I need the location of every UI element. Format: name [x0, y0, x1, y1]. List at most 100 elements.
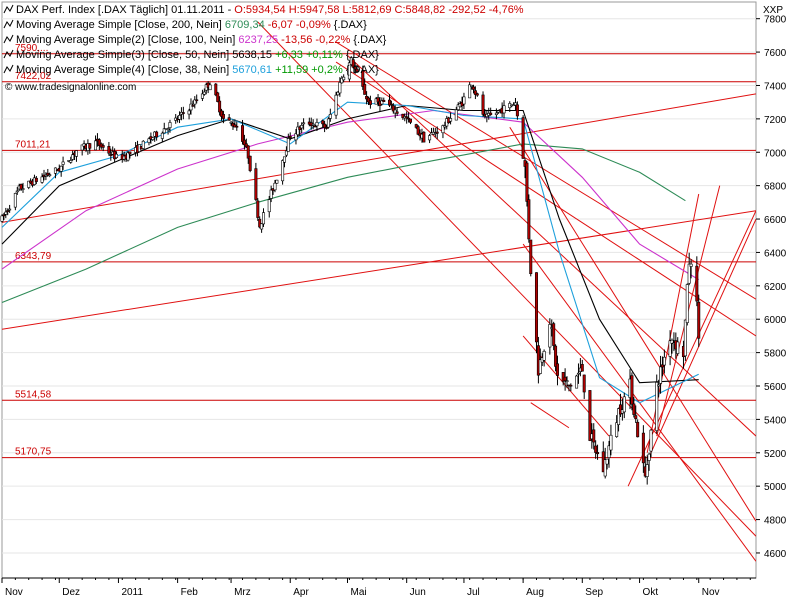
trendline	[347, 55, 756, 437]
candle-body	[214, 83, 218, 96]
candle-body	[470, 84, 474, 87]
candle-body	[48, 174, 52, 176]
ma-line	[1, 143, 686, 304]
candle-body	[689, 263, 693, 267]
y-tick-label: 7000	[764, 148, 787, 159]
candle-body	[527, 199, 531, 240]
candle-body	[670, 339, 674, 344]
candle-body	[607, 445, 611, 458]
candle-body	[548, 324, 552, 348]
candle-body	[697, 301, 701, 339]
candle-body	[162, 128, 166, 134]
candle-body	[529, 239, 533, 275]
indicator-change: +11,59 +0,2%	[272, 64, 343, 76]
candle-body	[13, 193, 17, 208]
y-tick-label: 7200	[764, 115, 787, 126]
candle-body	[617, 408, 621, 425]
indicator-suffix: {.DAX}	[331, 19, 367, 31]
candle-body	[636, 421, 640, 438]
candle-body	[534, 272, 538, 343]
candle-body	[311, 123, 315, 126]
candle-body	[561, 372, 565, 382]
candle-body	[408, 118, 412, 123]
y-tick-label: 5000	[764, 482, 787, 493]
candle-body	[405, 116, 409, 119]
candle-body	[298, 126, 302, 130]
candle-body	[126, 152, 130, 161]
candle-body	[6, 210, 10, 212]
candle-body	[481, 94, 485, 115]
candle-body	[407, 117, 411, 120]
indicator-label: Moving Average Simple [Close, 200, Nein]	[16, 19, 225, 31]
candle-body	[242, 139, 246, 146]
x-tick-label: Okt	[643, 587, 659, 598]
candle-body	[662, 356, 666, 366]
candle-body	[456, 104, 460, 110]
candle-body	[353, 66, 357, 70]
header-change: -292,52 -4,76%	[448, 4, 523, 16]
candle-body	[178, 115, 182, 120]
x-tick-label: Mrz	[234, 587, 251, 598]
candle-body	[563, 376, 567, 382]
y-tick-label: 5400	[764, 415, 787, 426]
candle-body	[355, 68, 359, 72]
candle-body	[391, 105, 395, 112]
candle-body	[389, 103, 393, 106]
candle-body	[334, 94, 338, 116]
candle-body	[655, 382, 659, 431]
candle-body	[660, 364, 664, 368]
y-tick-label: 7600	[764, 48, 787, 59]
candle-body	[288, 135, 292, 139]
candle-body	[441, 125, 445, 134]
candle-body	[552, 323, 556, 346]
y-tick-label: 5200	[764, 449, 787, 460]
candle-body	[683, 319, 687, 357]
candle-body	[605, 458, 609, 465]
candle-body	[462, 96, 466, 105]
candle-body	[414, 124, 418, 128]
candle-body	[40, 176, 44, 183]
candle-body	[275, 179, 279, 184]
candle-body	[151, 137, 155, 140]
watermark-text: © www.tradesignalonline.com	[5, 82, 136, 93]
candle-body	[325, 127, 329, 129]
candle-body	[351, 59, 355, 68]
candle-body	[284, 150, 288, 156]
candle-body	[61, 161, 65, 165]
candle-body	[286, 138, 290, 152]
candle-body	[262, 212, 266, 225]
candle-body	[592, 429, 596, 443]
candle-body	[74, 150, 78, 157]
candle-body	[422, 131, 426, 143]
y-tick-label: 6800	[764, 182, 787, 193]
candle-body	[4, 211, 8, 215]
level-label: 5514,58	[15, 389, 52, 400]
candle-body	[525, 162, 529, 202]
x-tick-label: Apr	[293, 587, 309, 598]
y-tick-label: 6000	[764, 315, 787, 326]
x-tick-label: 2011	[121, 587, 143, 598]
candle-body	[80, 144, 84, 151]
candle-body	[494, 112, 498, 116]
candle-body	[155, 131, 159, 138]
candle-body	[380, 100, 384, 105]
candle-body	[502, 105, 506, 114]
candle-body	[361, 70, 365, 87]
y-tick-label: 4600	[764, 549, 787, 560]
indicator-label: Moving Average Simple(4) [Close, 38, Nei…	[16, 64, 232, 76]
candle-body	[363, 84, 367, 95]
candle-body	[244, 143, 248, 148]
candle-body	[473, 90, 477, 95]
candle-body	[218, 100, 222, 113]
candle-body	[283, 156, 287, 163]
candle-body	[676, 341, 680, 354]
candle-body	[195, 99, 199, 102]
x-tick-label: Feb	[181, 587, 199, 598]
legend-block: DAX Perf. Index [.DAX Täglich] 01.11.201…	[3, 4, 524, 93]
indicator-icon	[3, 34, 14, 44]
candle-body	[2, 214, 6, 217]
indicator-change: -6,07 -0,09%	[265, 19, 331, 31]
indicator-icon	[3, 49, 14, 59]
candle-body	[128, 151, 132, 155]
